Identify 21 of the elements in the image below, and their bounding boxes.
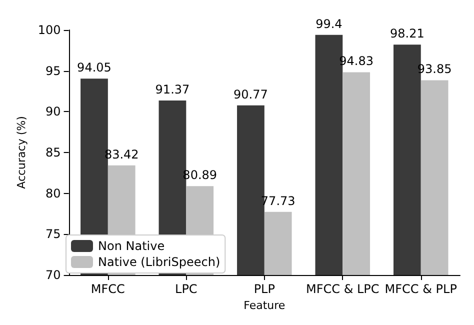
x-tick-label: MFCC [90, 282, 125, 296]
y-tick-label: 85 [46, 146, 61, 160]
legend-label: Non Native [98, 239, 165, 253]
x-tick-label: MFCC & LPC [306, 282, 380, 296]
data-label: 90.77 [234, 87, 268, 102]
x-tick-label: LPC [175, 282, 198, 296]
data-label: 91.37 [155, 82, 190, 96]
y-axis-title: Accuracy (%) [15, 116, 28, 189]
data-label: 98.21 [390, 26, 424, 41]
legend-label: Native (LibriSpeech) [98, 255, 220, 269]
y-tick-label: 70 [46, 268, 61, 282]
x-tick-label: PLP [254, 282, 275, 296]
y-tick-label: 80 [46, 186, 61, 200]
data-label: 99.4 [316, 16, 342, 31]
y-tick-label: 90 [46, 104, 61, 119]
x-tick-label: MFCC & PLP [384, 282, 457, 296]
y-tick-label: 95 [46, 64, 61, 78]
x-axis-title: Feature [244, 298, 286, 312]
y-tick-label: 75 [46, 227, 61, 242]
data-label: 94.05 [77, 60, 112, 75]
y-tick-label: 100 [38, 23, 61, 37]
